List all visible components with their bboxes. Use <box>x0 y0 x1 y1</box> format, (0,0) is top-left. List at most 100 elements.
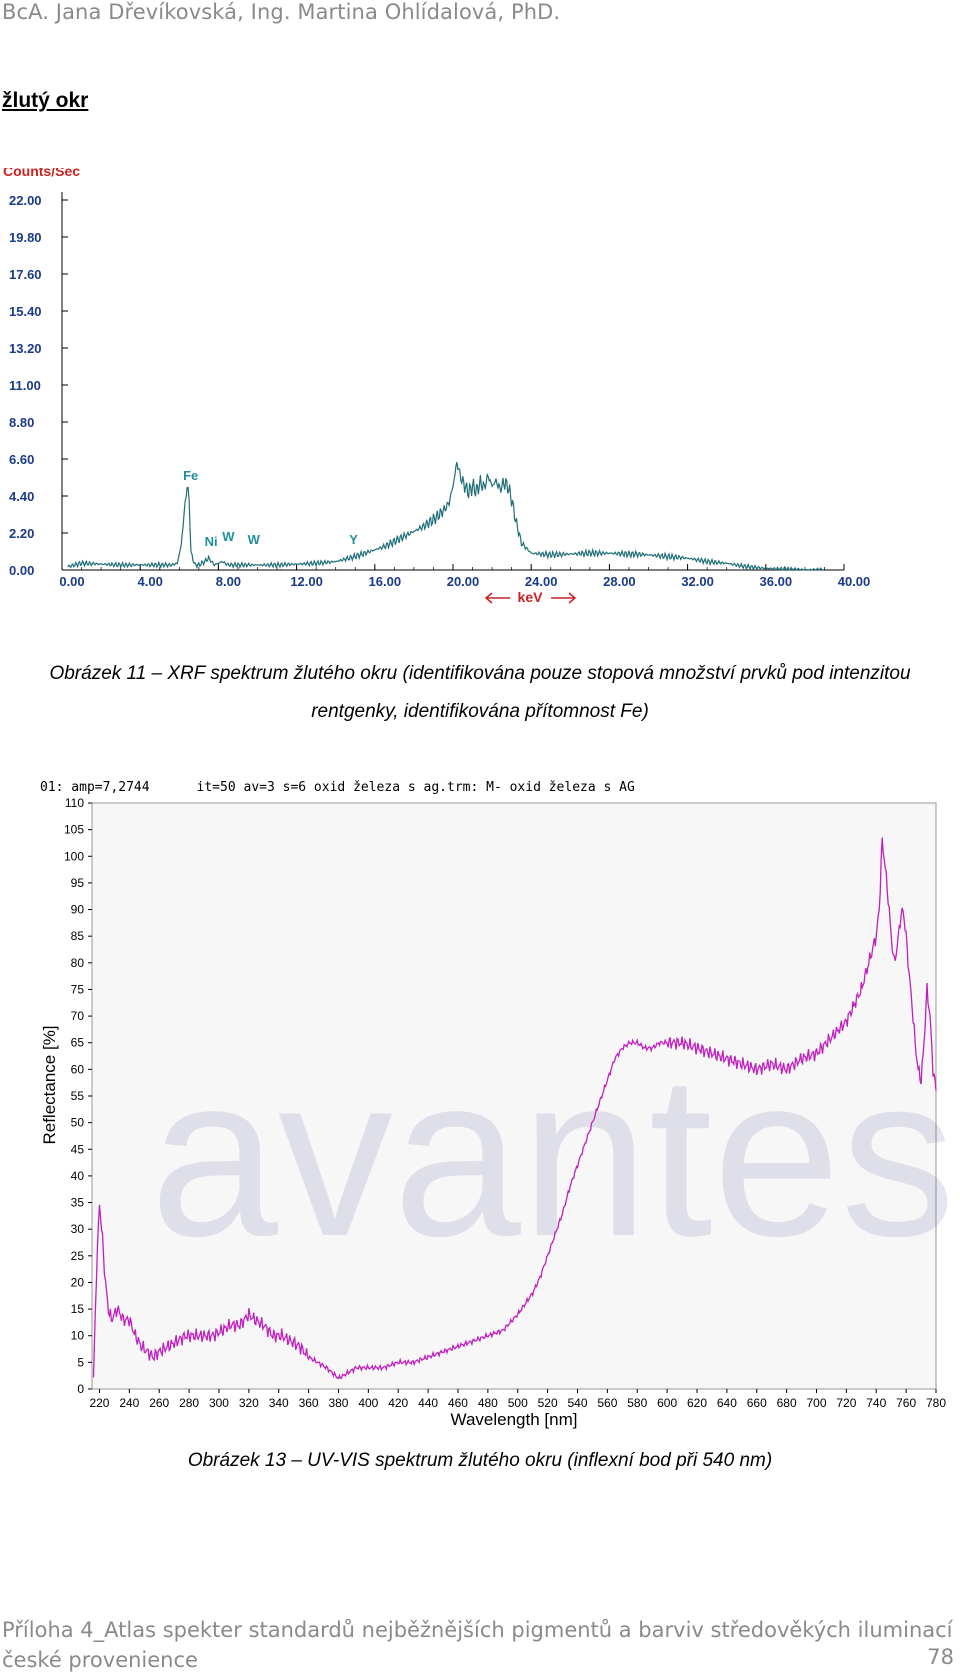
uvvis-x-tick-label: 380 <box>328 1396 348 1410</box>
uvvis-x-tick-label: 560 <box>597 1396 617 1410</box>
uvvis-x-tick-label: 600 <box>657 1396 677 1410</box>
uvvis-x-tick-label: 480 <box>478 1396 498 1410</box>
uvvis-x-tick-label: 520 <box>538 1396 558 1410</box>
xrf-y-tick-label: 22.00 <box>9 193 42 208</box>
figure-13-caption: Obrázek 13 – UV-VIS spektrum žlutého okr… <box>187 1450 773 1471</box>
xrf-x-tick-label: 28.00 <box>603 574 636 589</box>
xrf-ticks: 0.00 2.20 4.40 6.60 8.80 11.00 13.20 15.40 17.60… <box>9 193 870 589</box>
xrf-y-tick-label: 0.00 <box>9 563 34 578</box>
uvvis-x-tick-label: 620 <box>687 1396 707 1410</box>
xrf-series <box>67 461 824 572</box>
section-title: žlutý okr <box>2 89 89 112</box>
xrf-element-label: Ni <box>205 534 218 549</box>
uvvis-x-tick-label: 740 <box>866 1396 886 1410</box>
xrf-series-line <box>67 461 824 572</box>
xrf-spectrum-chart: Counts/Sec 0.00 2.20 4.40 6.60 8.80 11.00 13.2… <box>3 168 870 605</box>
xrf-y-tick-label: 17.60 <box>9 267 42 282</box>
uvvis-y-tick-label: 75 <box>71 982 85 996</box>
xrf-element-label: Y <box>349 532 358 547</box>
xrf-y-tick-label: 6.60 <box>9 452 34 467</box>
uvvis-y-tick-label: 5 <box>77 1355 84 1369</box>
uvvis-x-tick-label: 680 <box>777 1396 797 1410</box>
figure-11-caption-line1: Obrázek 11 – XRF spektrum žlutého okru (… <box>49 663 911 684</box>
xrf-y-axis-label: Counts/Sec <box>3 168 80 179</box>
uvvis-x-tick-label: 580 <box>627 1396 647 1410</box>
uvvis-x-tick-label: 320 <box>239 1396 259 1410</box>
uvvis-x-tick-label: 760 <box>896 1396 916 1410</box>
uvvis-y-tick-label: 35 <box>71 1196 85 1210</box>
uvvis-x-tick-label: 280 <box>179 1396 199 1410</box>
xrf-y-tick-label: 8.80 <box>9 415 34 430</box>
uvvis-y-tick-label: 110 <box>65 796 84 810</box>
uvvis-y-tick-label: 50 <box>71 1116 85 1130</box>
xrf-annotations: Fe Ni W W Y <box>183 468 358 549</box>
uvvis-plot-area <box>91 802 937 1390</box>
uvvis-y-tick-label: 40 <box>71 1169 85 1183</box>
xrf-x-tick-label: 32.00 <box>681 574 714 589</box>
xrf-y-tick-label: 13.20 <box>9 341 42 356</box>
xrf-x-tick-label: 8.00 <box>216 574 241 589</box>
xrf-x-axis-label: keV <box>484 589 577 605</box>
xrf-x-tick-label: 0.00 <box>59 574 84 589</box>
uvvis-x-tick-label: 440 <box>418 1396 438 1410</box>
uvvis-x-axis-label: Wavelength [nm] <box>451 1410 578 1429</box>
xrf-x-tick-label: 40.00 <box>838 574 871 589</box>
uvvis-x-tick-label: 220 <box>89 1396 109 1410</box>
xrf-y-tick-label: 2.20 <box>9 526 34 541</box>
svg-text:avantes: avantes <box>150 1027 956 1284</box>
uvvis-x-tick-label: 720 <box>836 1396 856 1410</box>
xrf-x-tick-label: 12.00 <box>290 574 323 589</box>
uvvis-x-tick-label: 700 <box>806 1396 826 1410</box>
uvvis-y-tick-label: 60 <box>71 1062 85 1076</box>
uvvis-x-tick-label: 660 <box>747 1396 767 1410</box>
xrf-x-tick-label: 16.00 <box>369 574 402 589</box>
uvvis-y-tick-label: 105 <box>64 823 84 837</box>
xrf-y-tick-label: 19.80 <box>9 230 42 245</box>
uvvis-y-tick-label: 30 <box>71 1222 85 1236</box>
uvvis-y-tick-label: 20 <box>71 1275 85 1289</box>
uvvis-x-tick-label: 340 <box>269 1396 289 1410</box>
uvvis-y-tick-label: 65 <box>71 1036 85 1050</box>
uvvis-y-tick-label: 25 <box>71 1249 85 1263</box>
xrf-y-tick-label: 4.40 <box>9 489 34 504</box>
figure-11-caption-line2: rentgenky, identifikována přítomnost Fe) <box>311 701 649 722</box>
xrf-x-tick-label: 20.00 <box>447 574 480 589</box>
uvvis-y-tick-label: 85 <box>71 929 85 943</box>
xrf-y-tick-label: 15.40 <box>9 304 42 319</box>
watermark-logo: avantes <box>150 1027 956 1284</box>
uvvis-x-tick-label: 300 <box>209 1396 229 1410</box>
uvvis-x-tick-label: 400 <box>358 1396 378 1410</box>
figure-11-caption: Obrázek 11 – XRF spektrum žlutého okru (… <box>0 655 960 731</box>
uvvis-y-tick-label: 55 <box>71 1089 85 1103</box>
uvvis-series <box>92 837 937 1380</box>
uvvis-y-tick-label: 10 <box>71 1329 85 1343</box>
xrf-axes <box>61 192 844 571</box>
footer-page-number: 78 <box>927 1645 954 1669</box>
uvvis-y-tick-label: 95 <box>71 876 85 890</box>
uvvis-y-tick-label: 15 <box>71 1302 85 1316</box>
xrf-element-label: W <box>248 532 261 547</box>
xrf-x-tick-label: 4.00 <box>138 574 163 589</box>
uvvis-x-tick-label: 360 <box>299 1396 319 1410</box>
xrf-x-tick-label: 24.00 <box>525 574 558 589</box>
uvvis-chart-title: 01: amp=7,2744 it=50 av=3 s=6 oxid želez… <box>40 780 635 795</box>
uvvis-x-tick-label: 540 <box>567 1396 587 1410</box>
uvvis-x-tick-label: 780 <box>926 1396 946 1410</box>
uvvis-y-tick-label: 80 <box>71 956 85 970</box>
uvvis-x-tick-label: 640 <box>717 1396 737 1410</box>
svg-text:keV: keV <box>518 589 544 605</box>
uvvis-y-tick-label: 70 <box>71 1009 85 1023</box>
footer-text: Příloha 4_Atlas spekter standardů nejběž… <box>2 1618 953 1672</box>
uvvis-x-tick-label: 460 <box>448 1396 468 1410</box>
xrf-x-tick-label: 36.00 <box>760 574 793 589</box>
uvvis-y-axis-label: Reflectance [%] <box>40 1025 59 1144</box>
uvvis-y-tick-label: 45 <box>71 1142 85 1156</box>
document-header-authors: BcA. Jana Dřevíkovská, Ing. Martina Ohlí… <box>2 0 561 24</box>
uvvis-y-tick-label: 90 <box>71 903 85 917</box>
uvvis-y-tick-label: 100 <box>64 849 84 863</box>
uvvis-series-line <box>92 837 937 1380</box>
xrf-element-label: Fe <box>183 468 198 483</box>
xrf-element-label: W <box>222 529 235 544</box>
uvvis-spectrum-chart: 01: amp=7,2744 it=50 av=3 s=6 oxid želez… <box>40 780 956 1429</box>
uvvis-ticks: 0 5 10 15 20 25 30 35 40 45 50 55 60 65 70 75 80 85 90 95 10… <box>64 796 946 1410</box>
